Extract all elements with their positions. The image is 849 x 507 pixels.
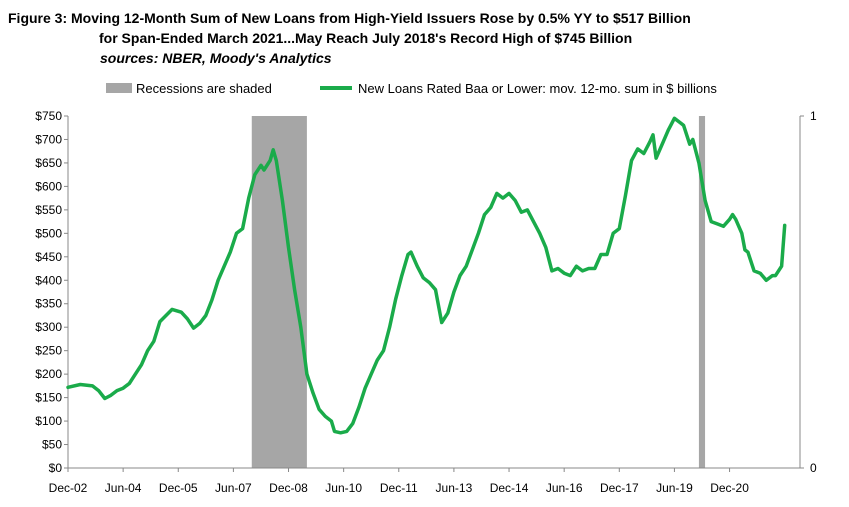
figure-number: Figure 3: [8, 10, 68, 26]
x-tick-label: Jun-13 [436, 481, 473, 495]
chart-source: sources: NBER, Moody's Analytics [100, 50, 332, 66]
y2-tick-label: 0 [810, 461, 817, 475]
series-lines [66, 116, 787, 435]
x-tick-label: Dec-02 [49, 481, 88, 495]
x-tick-label: Dec-14 [490, 481, 529, 495]
y-tick-label: $750 [35, 109, 62, 123]
x-tick-label: Dec-05 [159, 481, 198, 495]
y-tick-label: $200 [35, 367, 62, 381]
series-line [66, 116, 787, 435]
legend-series-label: New Loans Rated Baa or Lower: mov. 12-mo… [358, 81, 717, 96]
y-tick-label: $600 [35, 179, 62, 193]
x-tick-label: Dec-08 [269, 481, 308, 495]
legend-recession-swatch [106, 83, 132, 93]
y-tick-label: $150 [35, 391, 62, 405]
x-tick-label: Jun-19 [656, 481, 693, 495]
y-tick-label: $0 [49, 461, 63, 475]
y-tick-label: $650 [35, 156, 62, 170]
recession-bands [251, 116, 706, 468]
x-tick-label: Jun-16 [546, 481, 583, 495]
x-tick-label: Dec-20 [710, 481, 749, 495]
title-line-2: for Span-Ended March 2021...May Reach Ju… [99, 30, 633, 46]
y-tick-label: $300 [35, 320, 62, 334]
x-tick-label: Jun-04 [105, 481, 142, 495]
y-tick-label: $700 [35, 132, 62, 146]
y-tick-label: $400 [35, 273, 62, 287]
y-tick-label: $250 [35, 344, 62, 358]
x-tick-label: Dec-17 [600, 481, 639, 495]
legend: Recessions are shaded New Loans Rated Ba… [106, 81, 717, 96]
y-tick-label: $350 [35, 297, 62, 311]
x-tick-label: Jun-10 [325, 481, 362, 495]
y-tick-label: $100 [35, 414, 62, 428]
x-tick-label: Jun-07 [215, 481, 252, 495]
axes: $0 $50 $100 $150 $200 $250 $300 $350 $400 $450 $50… [35, 109, 817, 495]
recession-band [698, 116, 706, 468]
legend-recession-label: Recessions are shaded [136, 81, 272, 96]
x-tick-label: Dec-11 [380, 481, 418, 495]
y-tick-label: $450 [35, 250, 62, 264]
y-tick-label: $550 [35, 203, 62, 217]
y-tick-label: $50 [42, 438, 62, 452]
y-tick-label: $500 [35, 226, 62, 240]
y2-tick-label: 1 [810, 109, 817, 123]
title-line-1: Moving 12-Month Sum of New Loans from Hi… [71, 10, 691, 26]
chart-title: Figure 3: Moving 12-Month Sum of New Loa… [8, 8, 691, 48]
